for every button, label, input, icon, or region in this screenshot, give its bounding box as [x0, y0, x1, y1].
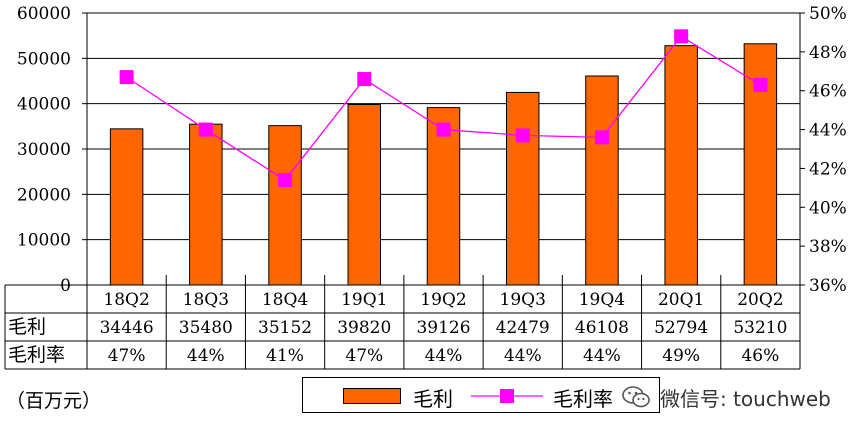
y-right-tick-label: 46% [809, 82, 847, 102]
bar [347, 103, 382, 286]
y-right-tick-label: 50% [809, 4, 847, 24]
line-marker [753, 77, 768, 92]
x-tick-label: 18Q3 [183, 290, 229, 310]
table-row-label: 毛利 [8, 316, 46, 338]
table-cell: 47% [345, 346, 383, 366]
y-left-tick-label: 10000 [17, 231, 71, 251]
table-cell: 52794 [654, 318, 708, 338]
x-tick-label: 19Q3 [500, 290, 546, 310]
y-right-tick-label: 36% [809, 276, 847, 296]
y-left-tick-label: 30000 [17, 140, 71, 160]
bar [189, 123, 223, 286]
legend-label-gross-profit: 毛利 [413, 387, 453, 411]
line-marker [674, 29, 689, 44]
table-cell: 35480 [179, 318, 233, 338]
y-right-tick-label: 48% [809, 43, 847, 63]
table-cell: 44% [504, 346, 542, 366]
table-cell: 44% [425, 346, 463, 366]
y-right-tick-label: 44% [809, 121, 847, 141]
y-left-tick-label: 60000 [17, 4, 71, 24]
table-cell: 39126 [416, 318, 470, 338]
line-marker [515, 128, 530, 143]
axes: 0 10000 20000 30000 40000 50000 60000 36% 38% 40%… [17, 4, 847, 296]
x-tick-label: 19Q2 [420, 290, 466, 310]
table-cell: 53210 [733, 318, 787, 338]
table-cell: 44% [187, 346, 225, 366]
line-marker [357, 72, 372, 87]
table-cell: 34446 [100, 318, 154, 338]
line-series [119, 29, 768, 188]
x-tick-label: 18Q4 [262, 290, 308, 310]
legend-line-swatch [471, 389, 543, 403]
bar [268, 125, 302, 286]
bar [426, 107, 461, 286]
line-marker [436, 122, 451, 137]
table-cell: 46108 [575, 318, 629, 338]
legend-bar-swatch [343, 388, 401, 404]
y-right-tick-label: 40% [809, 198, 847, 218]
unit-note: （百万元） [6, 390, 102, 412]
y-left-tick-label: 0 [60, 276, 71, 296]
bar [505, 91, 540, 286]
x-tick-label: 20Q1 [658, 290, 704, 310]
bar-series [109, 43, 778, 286]
table-cell: 39820 [337, 318, 391, 338]
y-right-tick-label: 38% [809, 237, 847, 257]
x-tick-label: 19Q1 [341, 290, 387, 310]
table-cell: 35152 [258, 318, 312, 338]
x-tick-label: 18Q2 [103, 290, 149, 310]
legend: 毛利 毛利率 [302, 377, 660, 413]
table-row-label: 毛利率 [8, 344, 65, 366]
table-cell: 46% [741, 346, 779, 366]
table-cell: 41% [266, 346, 304, 366]
x-tick-label: 20Q2 [737, 290, 783, 310]
x-tick-label: 19Q4 [579, 290, 625, 310]
data-table: 18Q2 18Q3 18Q4 19Q1 19Q2 19Q3 19Q4 20Q1 20Q2 毛利 34… [4, 275, 801, 370]
y-left-tick-label: 20000 [17, 185, 71, 205]
table-cell: 42479 [496, 318, 550, 338]
table-cell: 49% [662, 346, 700, 366]
y-right-tick-label: 42% [809, 159, 847, 179]
line-marker [119, 70, 134, 85]
line-marker [594, 130, 609, 145]
wechat-icon [622, 386, 650, 408]
bar [585, 75, 619, 286]
table-cell: 47% [108, 346, 146, 366]
watermark-text: 微信号: touchweb [660, 387, 831, 411]
y-left-tick-label: 40000 [17, 95, 71, 115]
bar [664, 45, 698, 286]
legend-label-gross-margin: 毛利率 [553, 387, 613, 411]
line-marker [278, 173, 293, 188]
y-left-tick-label: 50000 [17, 49, 71, 69]
table-cell: 44% [583, 346, 621, 366]
line-marker [198, 122, 213, 137]
bar [109, 128, 144, 286]
